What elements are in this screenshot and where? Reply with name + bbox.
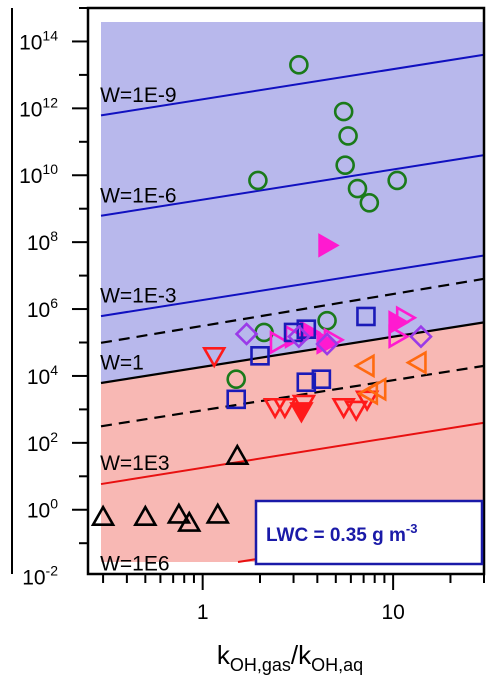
line-w-1 [100,321,485,385]
lwc-annotation-main: LWC = 0.35 g m [266,525,406,546]
point-triangle-right-filled [318,233,340,258]
point-triangle-up-open [90,504,116,526]
point-triangle-down-open [272,397,298,420]
line-label-w-1e6: W=1E6 [100,552,169,575]
line-w-1e3 [100,421,485,486]
x-axis-ticks: 1 10 [102,574,485,624]
point-triangle-up-open [166,502,192,524]
lwc-annotation: LWC = 0.35 g m-3 [254,499,484,566]
x-tick-label: 1 [197,601,209,624]
point-square-open [226,389,247,410]
point-circle-open [359,193,380,213]
point-circle-open [347,178,368,199]
point-circle-open [333,101,354,122]
point-triangle-left-open [405,350,427,375]
line-w-1e-3 [100,254,485,318]
point-triangle-right-open [323,327,346,353]
point-diamond-open [409,324,433,349]
line-labels: W=1E-9 W=1E-6 W=1E-3 W=1 W=1E3 W=1E6 [100,84,176,575]
point-triangle-down-open [343,400,369,423]
line-w-1e-9 [100,53,485,117]
x-label-sub2: OH,aq [311,655,363,675]
point-square-open [250,346,270,366]
point-square-open [296,372,317,393]
line-label-w-1e-3: W=1E-3 [100,285,176,308]
x-tick-label: 10 [381,601,404,624]
region-blue [101,22,484,383]
point-triangle-right-open [395,305,418,330]
point-triangle-right-open [388,324,410,349]
y-axis-ticks: 10-2 100 102 104 106 108 1010 1012 1014 [11,7,88,590]
point-circle-open [289,55,309,75]
data-markers [90,55,433,532]
y-tick-label: 10-2 [22,563,58,590]
lwc-annotation-text: LWC = 0.35 g m-3 [266,521,417,546]
y-tick-label: 102 [27,429,58,456]
line-label-w-1e-9: W=1E-9 [100,84,176,107]
point-triangle-up-open [176,510,202,532]
x-label-sub1: OH,gas [230,655,291,675]
line-label-w-1e-6: W=1E-6 [100,184,176,207]
line-dashed-3 [100,277,485,344]
point-circle-open [338,126,358,146]
y-tick-label: 106 [27,295,58,322]
point-triangle-left-open [365,377,387,402]
point-diamond-open [315,332,339,356]
point-square-open [311,369,332,389]
y-tick-label: 100 [27,496,58,523]
line-dashed-5 [100,364,485,428]
y-tick-label: 1010 [19,161,58,188]
point-circle-open [387,170,407,191]
x-label-mid: /k [291,640,312,670]
point-diamond-open [234,322,259,346]
point-diamond-open [287,324,311,349]
point-circle-open [248,170,268,191]
point-triangle-up-open [133,504,158,526]
plot-frame [86,6,486,576]
point-triangle-right-open [269,330,292,355]
y-tick-label: 1014 [19,27,58,54]
x-label-base: k [217,640,231,670]
point-triangle-up-open [225,443,250,465]
lwc-annotation-sup: -3 [406,521,418,536]
x-axis-label: kOH,gas/kOH,aq [217,640,363,675]
line-w-1e-6 [100,154,485,217]
lwc-annotation-box [254,499,484,566]
line-label-w-1e3: W=1E3 [100,452,169,475]
point-circle-open [335,155,355,175]
point-triangle-down-filled [289,402,314,424]
y-tick-label: 108 [27,228,58,255]
point-square-open [356,306,376,327]
point-triangle-down-open [201,347,227,369]
point-circle-open [226,369,247,389]
point-triangle-up-open [205,502,230,524]
point-triangle-left-open [353,353,375,379]
y-tick-label: 1012 [19,94,58,121]
y-tick-label: 104 [27,362,58,389]
point-circle-open [317,310,337,331]
line-label-w-1: W=1 [100,352,144,375]
